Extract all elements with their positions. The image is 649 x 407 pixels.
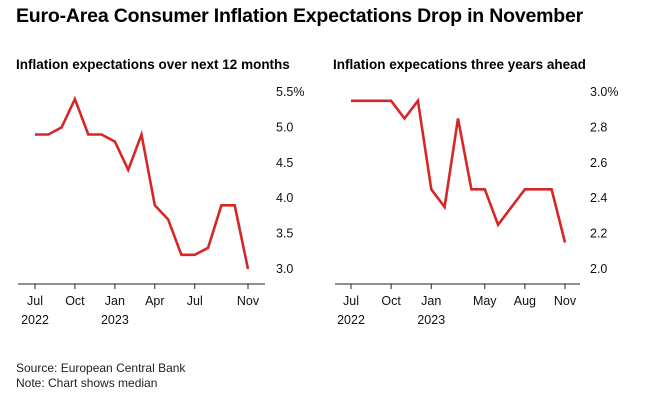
x-tick-label: Aug bbox=[514, 294, 536, 308]
chart-title: Euro-Area Consumer Inflation Expectation… bbox=[16, 5, 583, 27]
y-tick-label: 2.4 bbox=[590, 191, 607, 205]
x-tick-year: 2023 bbox=[101, 313, 129, 327]
source-note: Source: European Central Bank bbox=[16, 361, 186, 375]
y-tick-label: 2.2 bbox=[590, 227, 607, 241]
x-tick-year: 2022 bbox=[337, 313, 365, 327]
x-tick-label: Oct bbox=[65, 294, 85, 308]
y-tick-label: 5.5% bbox=[276, 85, 305, 99]
x-tick-year: 2023 bbox=[417, 313, 445, 327]
median-note: Note: Chart shows median bbox=[16, 376, 158, 390]
y-tick-label: 3.0 bbox=[276, 262, 293, 276]
series-line bbox=[35, 95, 250, 270]
x-tick-label: Nov bbox=[554, 294, 577, 308]
x-tick-label: Jan bbox=[421, 294, 441, 308]
y-tick-label: 4.0 bbox=[276, 191, 293, 205]
chart-12-months: 3.0 3.5 4.0 4.5 5.0 5.5% Jul 2022 Oct Jan 2023 Apr J… bbox=[18, 85, 305, 327]
x-tick-label: Jan bbox=[105, 294, 125, 308]
y-tick-label: 2.6 bbox=[590, 156, 607, 170]
x-tick-label: Jul bbox=[343, 294, 359, 308]
series-line bbox=[351, 97, 567, 243]
y-tick-label: 4.5 bbox=[276, 156, 293, 170]
chart1-title: Inflation expectations over next 12 mont… bbox=[16, 57, 290, 72]
x-tick-label: May bbox=[473, 294, 497, 308]
x-tick-label: Nov bbox=[237, 294, 260, 308]
y-tick-label: 3.5 bbox=[276, 227, 293, 241]
x-tick-label: Apr bbox=[145, 294, 164, 308]
x-tick-label: Oct bbox=[381, 294, 401, 308]
chart2-title: Inflation expecations three years ahead bbox=[333, 57, 586, 72]
y-tick-label: 2.8 bbox=[590, 120, 607, 134]
y-tick-label: 2.0 bbox=[590, 262, 607, 276]
x-tick-label: Jul bbox=[187, 294, 203, 308]
x-tick-year: 2022 bbox=[21, 313, 49, 327]
chart-three-years: 2.0 2.2 2.4 2.6 2.8 3.0% Jul 2022 Oct Jan 2023 May A… bbox=[335, 85, 619, 327]
y-tick-label: 3.0% bbox=[590, 85, 619, 99]
x-tick-label: Jul bbox=[27, 294, 43, 308]
y-tick-label: 5.0 bbox=[276, 120, 293, 134]
